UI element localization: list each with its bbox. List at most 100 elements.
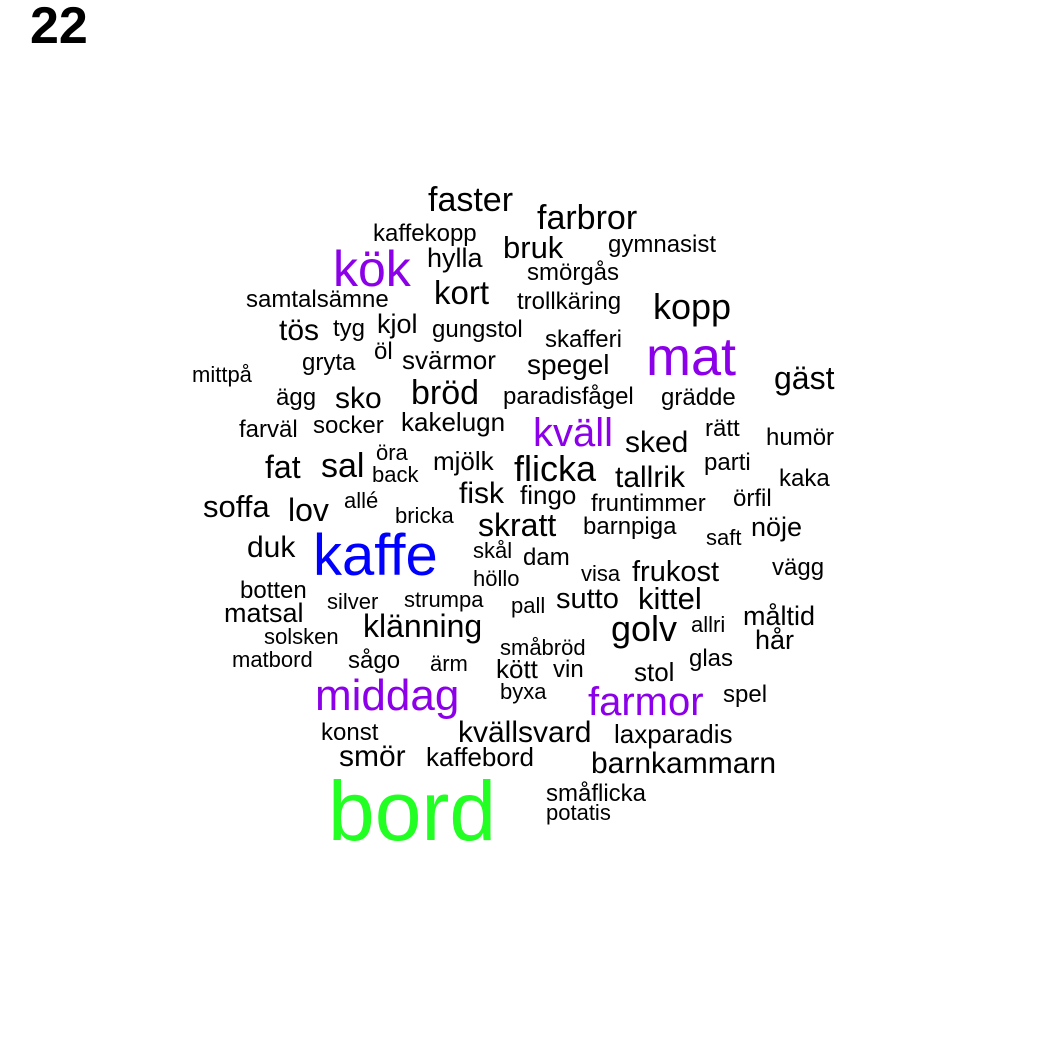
- word-kjol: kjol: [377, 309, 418, 339]
- word-paradisfagel: paradisfågel: [503, 383, 634, 410]
- word-sago: sågo: [348, 647, 400, 674]
- word-parti: parti: [704, 449, 751, 476]
- word-byxa: byxa: [500, 679, 547, 704]
- word-flicka: flicka: [514, 448, 597, 489]
- word-humor: humör: [766, 424, 834, 451]
- word-arm: ärm: [430, 651, 468, 676]
- word-solsken: solsken: [264, 624, 339, 649]
- word-farmor: farmor: [588, 680, 704, 724]
- word-gradde: grädde: [661, 384, 736, 411]
- page-number: 22: [30, 0, 88, 55]
- word-tos: tös: [279, 314, 319, 347]
- word-sal: sal: [321, 447, 364, 485]
- word-strumpa: strumpa: [404, 587, 484, 612]
- word-kittel: kittel: [638, 581, 702, 616]
- word-mat: mat: [646, 327, 736, 387]
- word-farbror: farbror: [537, 199, 637, 237]
- word-kott: kött: [496, 654, 539, 684]
- word-matsal: matsal: [224, 598, 304, 628]
- word-bruk: bruk: [503, 230, 564, 265]
- word-samtalsamne: samtalsämne: [246, 286, 389, 313]
- word-fruntimmer: fruntimmer: [591, 490, 706, 517]
- word-kaffebord: kaffebord: [426, 742, 534, 772]
- word-dam: dam: [523, 544, 570, 571]
- word-saft: saft: [706, 525, 741, 550]
- word-kort: kort: [434, 274, 489, 311]
- word-alle: allé: [344, 488, 378, 513]
- word-ora: öra: [376, 440, 409, 465]
- word-kakelugn: kakelugn: [401, 407, 505, 437]
- word-glas: glas: [689, 645, 733, 672]
- word-faster: faster: [428, 181, 513, 219]
- word-silver: silver: [327, 589, 378, 614]
- word-maltid: måltid: [743, 601, 815, 631]
- word-kvallsvard: kvällsvard: [458, 716, 591, 749]
- word-skratt: skratt: [478, 507, 556, 543]
- word-skal: skål: [473, 538, 512, 563]
- word-laxparadis: laxparadis: [614, 719, 733, 749]
- word-bricka: bricka: [395, 503, 454, 528]
- word-farval: farväl: [239, 416, 298, 443]
- word-gungstol: gungstol: [432, 316, 523, 343]
- word-gast: gäst: [774, 360, 835, 396]
- word-kaka: kaka: [779, 465, 830, 492]
- word-sked: sked: [625, 426, 688, 459]
- word-fat: fat: [265, 449, 301, 485]
- word-klanning: klänning: [363, 608, 482, 644]
- word-noje: nöje: [751, 512, 802, 542]
- word-bord: bord: [328, 764, 496, 858]
- word-sutto: sutto: [556, 583, 619, 615]
- word-mjolk: mjölk: [433, 446, 495, 476]
- word-duk: duk: [247, 531, 296, 564]
- word-potatis: potatis: [546, 800, 611, 825]
- word-barnkammarn: barnkammarn: [591, 747, 776, 780]
- word-kvall: kväll: [533, 411, 613, 455]
- word-gymnasist: gymnasist: [608, 231, 716, 258]
- word-allri: allri: [691, 612, 725, 637]
- word-kok: kök: [333, 241, 412, 297]
- word-gryta: gryta: [302, 349, 356, 376]
- word-hylla: hylla: [427, 243, 484, 273]
- word-middag: middag: [315, 671, 459, 720]
- word-golv: golv: [611, 608, 677, 649]
- word-orfil: örfil: [733, 485, 772, 512]
- word-smor: smör: [339, 740, 406, 773]
- word-pall: pall: [511, 593, 545, 618]
- word-barnpiga: barnpiga: [583, 513, 677, 540]
- word-konst: konst: [321, 719, 379, 746]
- word-botten: botten: [240, 577, 307, 604]
- word-tallrik: tallrik: [615, 461, 686, 494]
- word-hollo: höllo: [473, 566, 519, 591]
- word-ol: öl: [374, 338, 393, 365]
- word-visa: visa: [581, 561, 621, 586]
- word-soffa: soffa: [203, 489, 270, 524]
- word-skafferi: skafferi: [545, 326, 622, 353]
- word-kaffekopp: kaffekopp: [373, 220, 477, 247]
- word-smorgas: smörgås: [527, 259, 619, 286]
- word-smabrod: småbröd: [500, 635, 586, 660]
- word-fingo: fingo: [520, 480, 576, 510]
- word-sko: sko: [335, 382, 382, 415]
- word-vagg: vägg: [772, 554, 824, 581]
- word-matbord: matbord: [232, 647, 313, 672]
- word-ratt: rätt: [705, 415, 740, 442]
- word-kaffe: kaffe: [313, 523, 438, 588]
- word-spegel: spegel: [527, 349, 610, 380]
- word-agg: ägg: [276, 384, 316, 411]
- word-spel: spel: [723, 681, 767, 708]
- word-brod: bröd: [411, 374, 479, 412]
- word-svarmor: svärmor: [402, 345, 496, 375]
- word-kopp: kopp: [653, 286, 731, 327]
- word-tyg: tyg: [333, 315, 365, 342]
- word-vin: vin: [553, 656, 584, 683]
- word-mittpa: mittpå: [192, 362, 253, 387]
- word-lov: lov: [288, 492, 329, 528]
- word-socker: socker: [313, 412, 384, 439]
- word-stol: stol: [634, 657, 674, 687]
- word-trollkaring: trollkäring: [517, 288, 621, 315]
- word-smaflicka: småflicka: [546, 780, 647, 807]
- word-har: hår: [755, 625, 794, 655]
- word-fisk: fisk: [459, 477, 505, 510]
- word-back: back: [372, 462, 419, 487]
